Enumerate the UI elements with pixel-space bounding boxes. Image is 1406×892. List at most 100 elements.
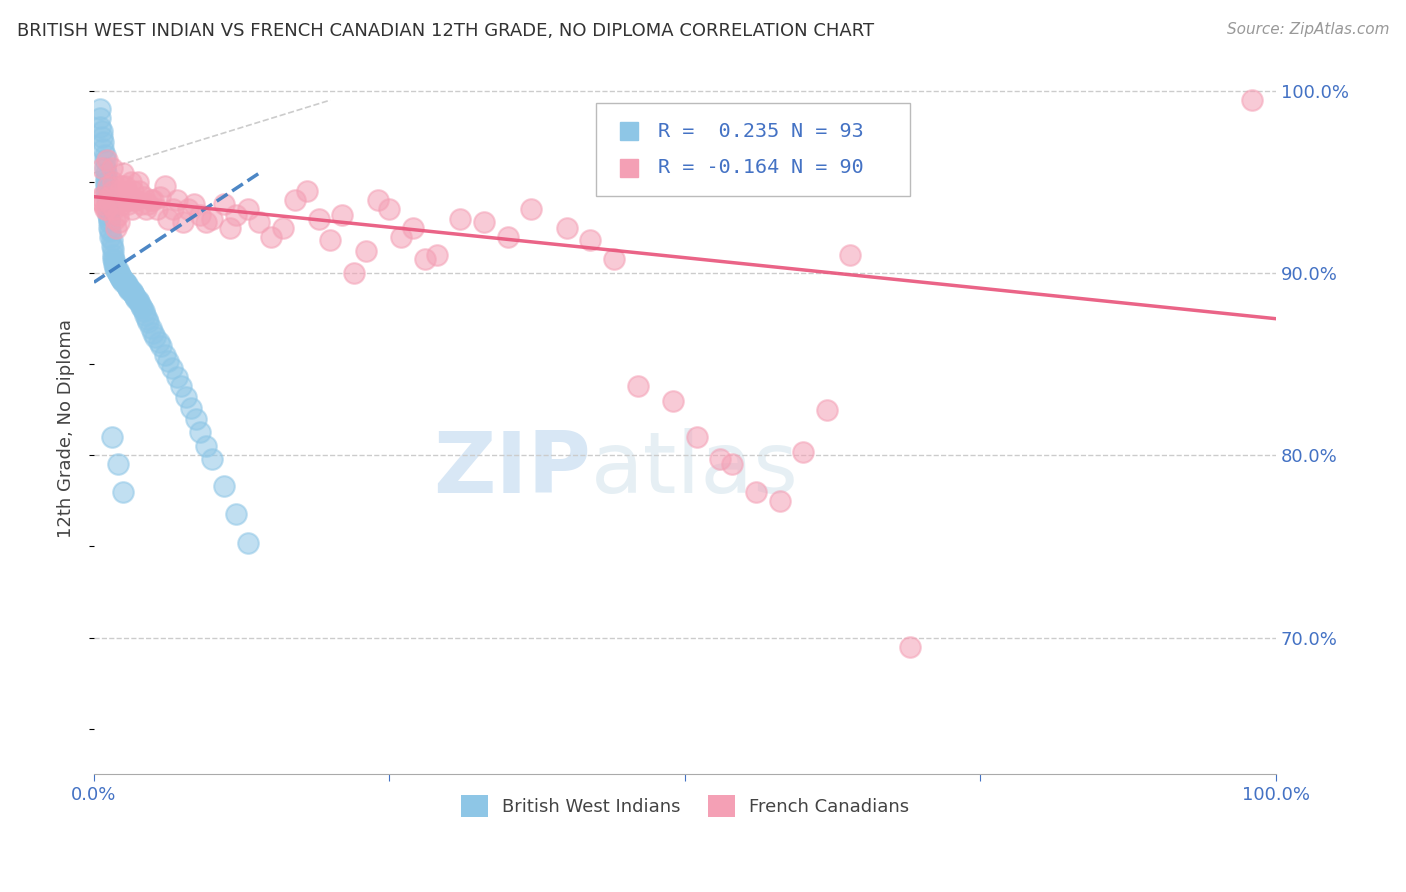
- Point: [260, 229, 283, 244]
- Point: [104, 211, 127, 226]
- Point: [96, 153, 118, 168]
- Point: [107, 266, 129, 280]
- Point: [218, 220, 240, 235]
- Point: [127, 175, 149, 189]
- Point: [112, 275, 135, 289]
- Point: [94, 202, 117, 217]
- Point: [898, 640, 921, 654]
- Point: [212, 479, 235, 493]
- Point: [121, 285, 143, 299]
- Point: [236, 202, 259, 217]
- Point: [721, 458, 744, 472]
- Point: [93, 135, 115, 149]
- Point: [117, 281, 139, 295]
- Point: [107, 266, 129, 280]
- Point: [124, 194, 146, 208]
- Point: [114, 275, 136, 289]
- Point: [100, 224, 122, 238]
- Point: [343, 266, 366, 280]
- Point: [107, 266, 129, 280]
- Point: [792, 444, 814, 458]
- Point: [107, 268, 129, 282]
- Point: [103, 253, 125, 268]
- Point: [98, 211, 121, 226]
- Point: [93, 197, 115, 211]
- Text: Source: ZipAtlas.com: Source: ZipAtlas.com: [1226, 22, 1389, 37]
- Point: [153, 348, 176, 362]
- Point: [105, 220, 128, 235]
- Point: [128, 295, 150, 310]
- Point: [94, 175, 117, 189]
- Point: [93, 153, 115, 168]
- Point: [118, 283, 141, 297]
- Point: [142, 194, 165, 208]
- Point: [449, 211, 471, 226]
- Point: [91, 161, 114, 175]
- Point: [89, 120, 111, 135]
- Point: [101, 248, 124, 262]
- Point: [195, 215, 218, 229]
- Point: [94, 166, 117, 180]
- Point: [89, 102, 111, 116]
- Point: [367, 194, 389, 208]
- Point: [153, 178, 176, 193]
- Point: [131, 301, 153, 315]
- Point: [122, 288, 145, 302]
- Point: [295, 184, 318, 198]
- Point: [662, 393, 685, 408]
- Point: [402, 220, 425, 235]
- Point: [496, 229, 519, 244]
- Point: [378, 202, 401, 217]
- Point: [94, 178, 117, 193]
- Point: [101, 184, 124, 198]
- Point: [107, 215, 129, 229]
- Point: [108, 184, 131, 198]
- Y-axis label: 12th Grade, No Diploma: 12th Grade, No Diploma: [58, 318, 75, 538]
- Point: [139, 194, 162, 208]
- Point: [96, 187, 118, 202]
- Point: [136, 197, 159, 211]
- Point: [839, 248, 862, 262]
- Point: [107, 458, 129, 472]
- Point: [157, 211, 180, 226]
- Point: [188, 425, 211, 439]
- Point: [104, 260, 127, 275]
- Point: [110, 269, 132, 284]
- Point: [122, 286, 145, 301]
- Point: [686, 430, 709, 444]
- Point: [97, 197, 120, 211]
- Point: [110, 178, 132, 193]
- Point: [105, 262, 128, 277]
- Point: [170, 379, 193, 393]
- Point: [308, 211, 330, 226]
- Point: [145, 202, 167, 217]
- Point: [139, 321, 162, 335]
- Point: [115, 184, 138, 198]
- Point: [413, 252, 436, 266]
- Point: [111, 197, 134, 211]
- Point: [93, 161, 115, 175]
- Point: [160, 360, 183, 375]
- Point: [97, 202, 120, 217]
- Point: [96, 194, 118, 208]
- Point: [112, 273, 135, 287]
- Point: [236, 535, 259, 549]
- Point: [121, 202, 143, 217]
- Point: [89, 112, 111, 126]
- Point: [145, 330, 167, 344]
- Point: [98, 220, 121, 235]
- Point: [112, 166, 135, 180]
- Point: [135, 202, 157, 217]
- Point: [129, 299, 152, 313]
- Point: [103, 257, 125, 271]
- Point: [107, 208, 129, 222]
- Point: [184, 412, 207, 426]
- Point: [132, 304, 155, 318]
- Point: [709, 452, 731, 467]
- Point: [136, 315, 159, 329]
- Point: [603, 252, 626, 266]
- Point: [201, 211, 224, 226]
- Point: [249, 215, 271, 229]
- Point: [115, 194, 138, 208]
- Text: R =  0.235: R = 0.235: [658, 121, 779, 141]
